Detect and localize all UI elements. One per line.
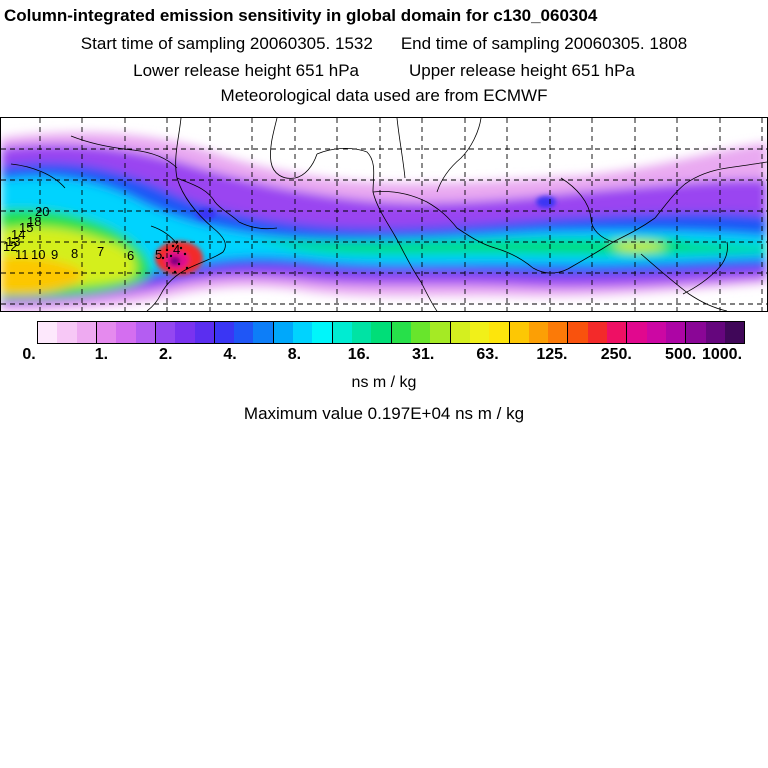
colorbar-tick-labels: 0. 1. 2. 4. 8. 16. 31. 63. 125. 250. 500. 1000. [0,346,768,366]
colorbar-segment [175,322,195,343]
colorbar-segment [312,322,333,343]
trajectory-label: 18 [27,214,41,229]
colorbar-segment [253,322,274,343]
flight-track [161,240,189,274]
colorbar-segment [489,322,510,343]
colorbar-segment [135,322,156,343]
colorbar-segment [293,322,313,343]
colorbar-segment [450,322,470,343]
lower-release-label: Lower release height 651 hPa [133,61,359,80]
plot-title: Column-integrated emission sensitivity i… [4,6,598,25]
trajectory-label: 20 [35,204,49,219]
colorbar-tick-label: 8. [287,346,302,363]
colorbar-segment [57,322,77,343]
release-height-line: Lower release height 651 hPa Upper releas… [0,61,768,81]
colorbar-segment [607,322,628,343]
colorbar-segment [646,322,666,343]
colorbar-tick-label: 500. [665,346,697,363]
trajectory-label: 14 [11,227,25,242]
colorbar-segment [38,322,58,343]
trajectory-label: 5 [155,247,162,262]
colorbar-segment [273,322,294,343]
met-data-label: Meteorological data used are from ECMWF [220,86,548,105]
colorbar-segment [234,322,254,343]
sensitivity-map: 20 18 15 14 13 12 11 10 9 8 7 6 5 4 [0,117,768,312]
colorbar-tick-label: 250. [600,346,632,363]
trajectory-label: 8 [71,246,78,261]
colorbar-tick-label: 0. [22,346,36,363]
colorbar-tick-label: 1. [94,346,109,363]
trajectory-label: 4 [173,242,180,257]
colorbar-segment [116,322,136,343]
trajectory-label: 10 [31,247,45,262]
colorbar-segment [568,322,588,343]
colorbar-segment [724,322,745,343]
colorbar-segment [96,322,117,343]
colorbar-segment [352,322,372,343]
sampling-time-line: Start time of sampling 20060305. 1532 End… [0,34,768,54]
colorbar-segment [410,322,431,343]
colorbar-segment [430,322,451,343]
colorbar-tick-label: 1000. [701,346,743,363]
colorbar-segment [627,322,647,343]
colorbar-tick-label: 63. [476,346,499,363]
colorbar-segment [469,322,490,343]
colorbar-segment [548,322,569,343]
units-label: ns m / kg [351,374,417,391]
trajectory-labels: 20 18 15 14 13 12 11 10 9 8 7 6 5 4 [3,204,180,263]
trajectory-label: 9 [51,247,58,262]
colorbar-segment [214,322,235,343]
colorbar-tick-label: 4. [223,346,237,363]
colorbar-segment [391,322,411,343]
start-time-label: Start time of sampling 20060305. 1532 [80,34,373,53]
colorbar-tick-label: 16. [347,346,370,363]
trajectory-label: 12 [3,239,17,254]
trajectory-label: 7 [97,244,104,259]
colorbar-segment [528,322,549,343]
colorbar-segment [371,322,392,343]
coastlines [10,118,767,311]
colorbar-tick-label: 2. [159,346,173,363]
colorbar-tick-label: 31. [412,346,435,363]
colorbar-segment [509,322,529,343]
colorbar-segment [332,322,352,343]
colorbar-segment [666,322,687,343]
colorbar-segment [76,322,97,343]
end-time-label: End time of sampling 20060305. 1808 [400,34,688,53]
trajectory-label: 11 [15,247,29,262]
colorbar-tick-label: 125. [536,346,568,363]
colorbar-segment [705,322,725,343]
maximum-value-label: Maximum value 0.197E+04 ns m / kg [243,404,525,423]
graticule [1,118,767,311]
map-canvas: 20 18 15 14 13 12 11 10 9 8 7 6 5 4 [1,118,767,311]
colorbar-segment [587,322,608,343]
upper-release-label: Upper release height 651 hPa [409,61,635,80]
colorbar [37,321,745,344]
trajectory-label: 13 [6,234,20,249]
colorbar-segment [686,322,706,343]
colorbar-segment [194,322,215,343]
colorbar-segment [155,322,176,343]
trajectory-label: 6 [127,248,134,263]
trajectory-label: 15 [19,220,33,235]
